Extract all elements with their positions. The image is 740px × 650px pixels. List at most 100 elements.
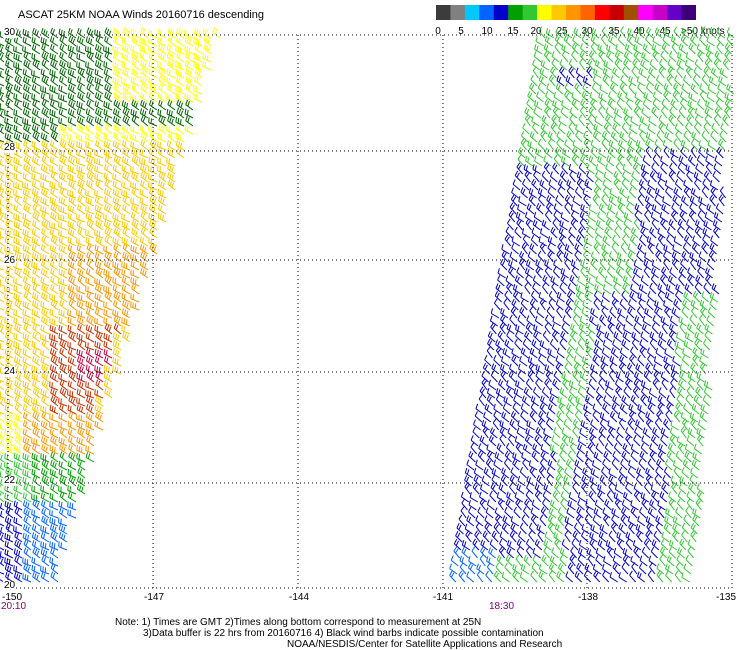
wind-barb <box>113 203 122 215</box>
wind-barb <box>568 122 575 135</box>
wind-barb <box>140 115 149 127</box>
wind-barb <box>552 99 561 111</box>
wind-barb <box>94 260 104 271</box>
wind-barb <box>701 242 708 255</box>
wind-barb <box>4 68 14 79</box>
wind-barb <box>677 490 686 503</box>
wind-barb <box>0 45 5 55</box>
wind-barb <box>538 563 548 575</box>
wind-barb <box>684 59 693 71</box>
wind-barb <box>603 514 610 527</box>
wind-barb <box>23 235 32 247</box>
wind-barb <box>594 115 603 127</box>
wind-barb <box>166 44 176 55</box>
wind-barb <box>501 571 510 583</box>
wind-barb <box>166 148 176 159</box>
wind-barb <box>593 298 600 311</box>
wind-barb <box>68 371 77 383</box>
wind-barb <box>148 45 158 55</box>
wind-barb <box>688 482 696 495</box>
wind-barb <box>562 378 569 391</box>
wind-barb <box>103 348 113 359</box>
wind-barb <box>540 122 548 135</box>
wind-barb <box>508 370 516 383</box>
lon-label-138: -138 <box>577 592 599 603</box>
wind-barb <box>494 507 503 519</box>
wind-barb <box>76 356 86 367</box>
wind-barb <box>661 482 669 495</box>
wind-barb <box>627 139 635 151</box>
wind-barb <box>203 43 212 55</box>
wind-barb <box>67 460 77 471</box>
wind-barb <box>699 362 707 375</box>
wind-barb <box>645 474 652 487</box>
wind-barb <box>624 43 633 55</box>
wind-barb <box>59 427 68 439</box>
wind-barb <box>67 148 77 159</box>
wind-barb <box>0 141 5 151</box>
wind-barb <box>703 386 712 399</box>
wind-barb <box>622 554 630 567</box>
wind-barb <box>718 194 725 207</box>
colorbar-swatch <box>436 5 451 20</box>
wind-barb <box>602 235 611 247</box>
wind-barb <box>112 108 122 119</box>
wind-barb <box>597 211 606 223</box>
wind-barb <box>641 323 650 335</box>
wind-barb <box>148 181 158 191</box>
wind-barb <box>570 546 577 559</box>
wind-barb <box>532 66 539 79</box>
wind-barb <box>634 203 643 215</box>
wind-barb <box>131 83 140 95</box>
wind-barb <box>130 197 140 207</box>
wind-barb <box>58 373 68 383</box>
wind-barb <box>634 315 643 327</box>
wind-barb <box>4 124 14 135</box>
wind-barb <box>692 451 701 463</box>
wind-barb <box>517 475 526 487</box>
wind-barb <box>4 428 14 439</box>
wind-barb <box>530 234 539 247</box>
wind-barb <box>13 444 23 455</box>
wind-barb <box>495 394 503 407</box>
wind-barb <box>603 171 612 183</box>
wind-barb <box>140 267 149 279</box>
wind-barb <box>526 420 535 431</box>
wind-barb <box>22 244 32 255</box>
wind-barb <box>4 236 14 247</box>
wind-barb <box>535 426 543 439</box>
wind-barb <box>535 364 545 375</box>
wind-barb <box>76 421 86 431</box>
wind-barb <box>121 284 131 295</box>
wind-barb <box>112 356 122 367</box>
wind-barb <box>31 236 41 247</box>
wind-barb <box>76 45 86 55</box>
wind-barb <box>585 451 593 463</box>
wind-barb <box>464 482 471 495</box>
wind-barb <box>41 315 50 327</box>
wind-barb <box>40 405 50 415</box>
wind-barb <box>658 331 667 343</box>
wind-barb <box>578 114 585 127</box>
wind-barb <box>13 220 23 231</box>
wind-barb <box>131 203 140 215</box>
wind-barb <box>13 52 23 63</box>
wind-barb <box>708 250 716 263</box>
wind-barb <box>580 259 589 271</box>
wind-barb <box>467 562 476 575</box>
wind-barb <box>706 203 715 215</box>
wind-barb <box>50 235 59 247</box>
wind-barb <box>13 460 23 471</box>
wind-barb <box>686 498 693 511</box>
wind-barb <box>650 211 660 223</box>
wind-barb <box>675 130 682 143</box>
wind-barb <box>121 36 131 47</box>
wind-barb <box>630 394 638 407</box>
wind-barb <box>534 539 543 551</box>
wind-barb <box>685 506 692 519</box>
wind-barb <box>41 139 50 151</box>
wind-barb <box>58 148 68 159</box>
wind-barb <box>103 269 113 279</box>
wind-barb <box>489 427 498 439</box>
wind-barb <box>594 499 603 511</box>
